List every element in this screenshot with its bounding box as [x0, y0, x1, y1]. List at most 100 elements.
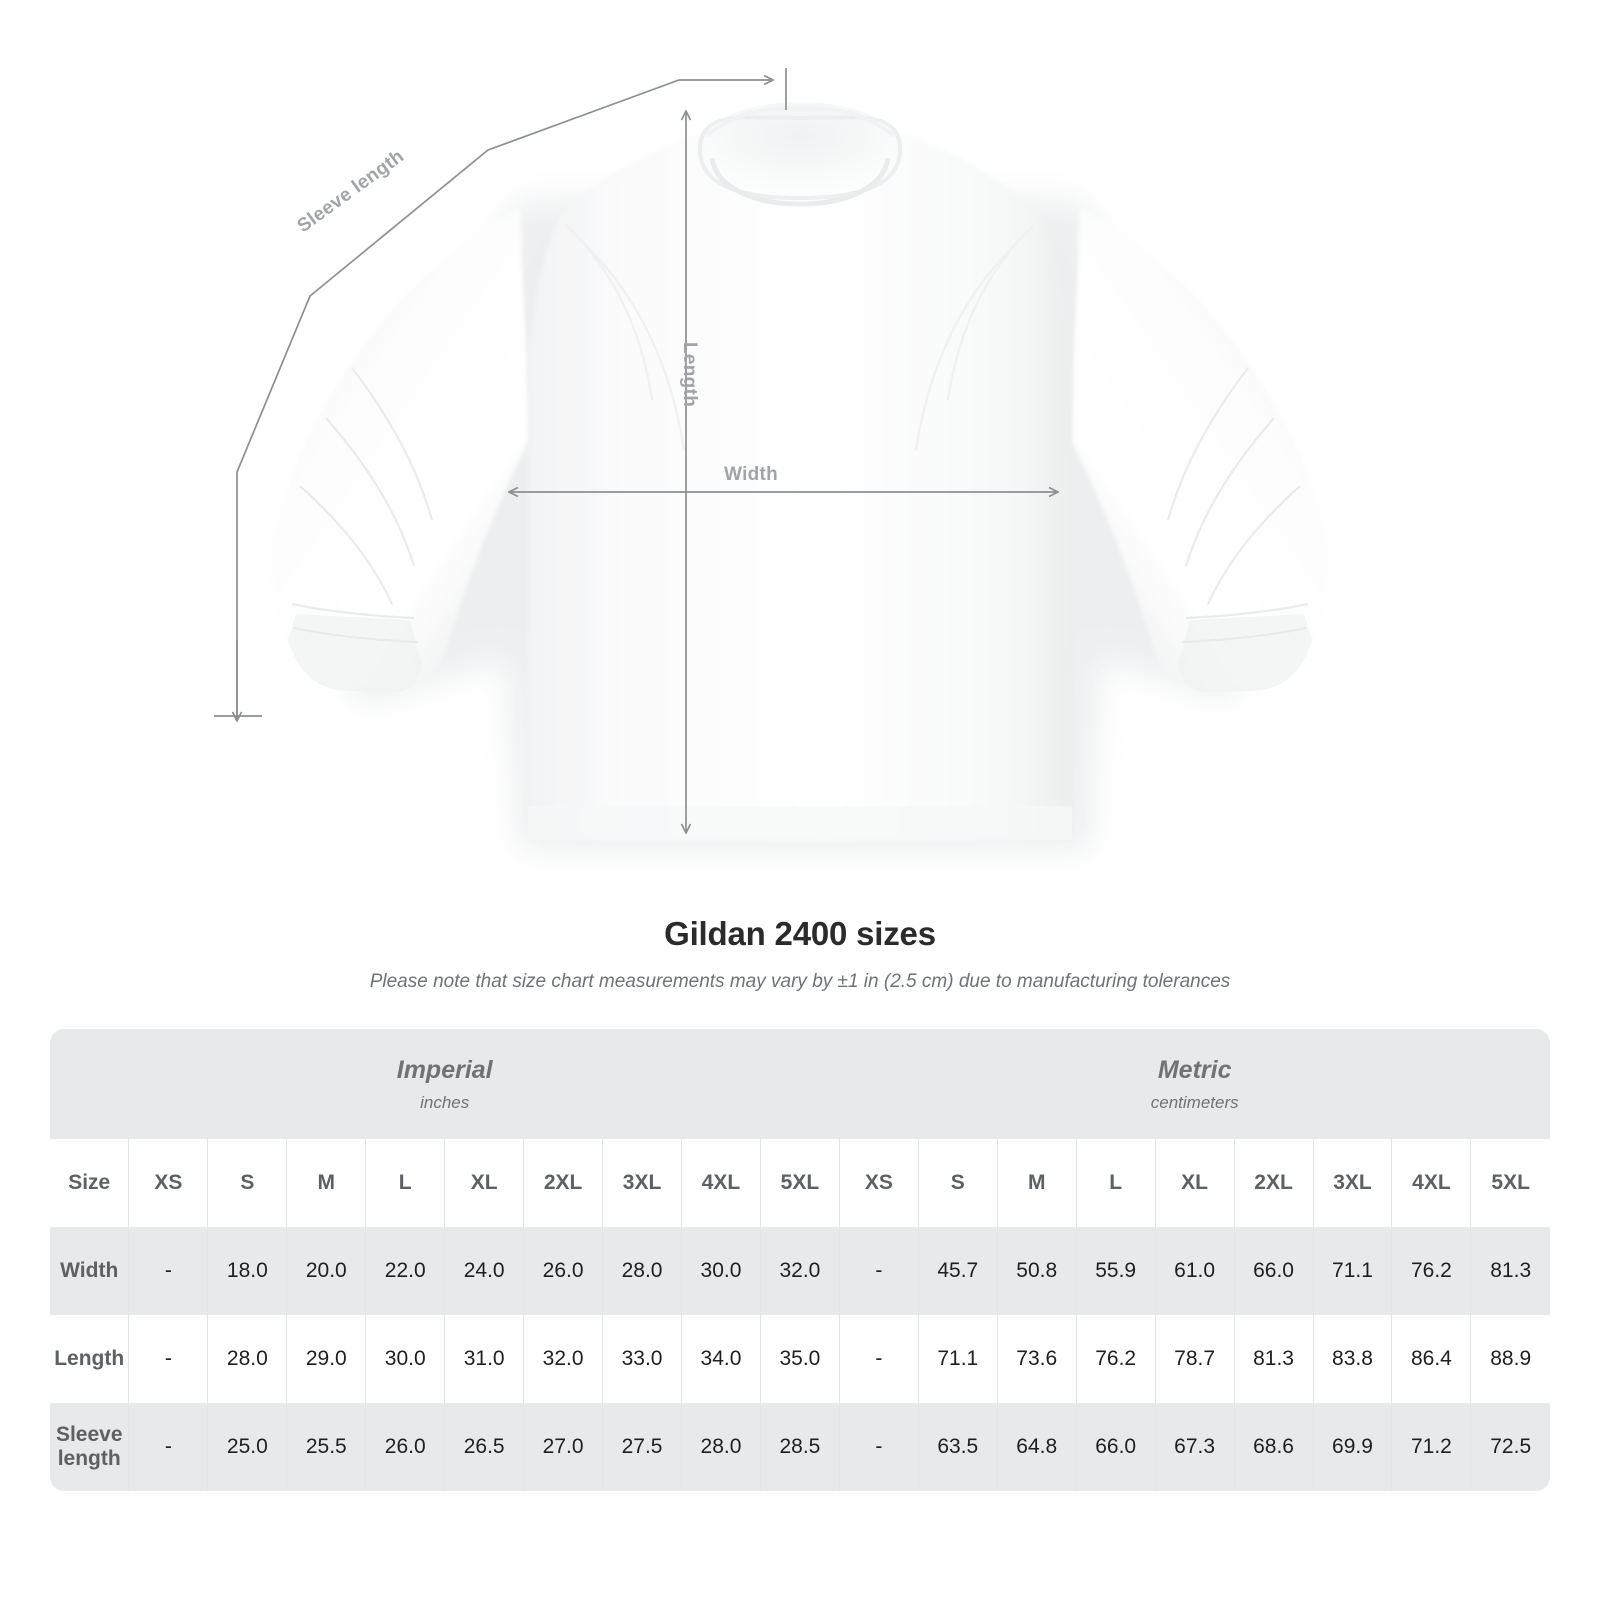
row-header-length: Length: [50, 1315, 130, 1404]
row-header-width: Width: [50, 1227, 130, 1316]
cell-length-metric-5xl: 88.9: [1470, 1315, 1550, 1404]
cell-size-header-imperial-xl: XL: [444, 1139, 525, 1228]
unit-cell-imperial: Imperial inches: [50, 1029, 840, 1140]
size-chart-table: Imperial inches Metric centimeters Size X…: [50, 1029, 1550, 1492]
cell-width-metric-s: 45.7: [917, 1227, 998, 1316]
unit-sub-imperial: inches: [420, 1093, 470, 1113]
cell-sleeve-length-imperial-xs: -: [128, 1403, 209, 1492]
cell-width-imperial-5xl: 32.0: [759, 1227, 840, 1316]
cell-length-imperial-4xl: 34.0: [681, 1315, 761, 1404]
right-sleeve: [1070, 210, 1331, 690]
size-table: Imperial inches Metric centimeters Size X…: [50, 1029, 1550, 1492]
cell-sleeve-length-metric-m: 64.8: [996, 1403, 1077, 1492]
cell-sleeve-length-metric-5xl: 72.5: [1470, 1403, 1550, 1492]
cell-sleeve-length-metric-xs: -: [838, 1403, 919, 1492]
unit-sub-metric: centimeters: [1150, 1093, 1239, 1113]
cell-width-imperial-m: 20.0: [286, 1227, 367, 1316]
unit-cell-metric: Metric centimeters: [839, 1029, 1550, 1140]
cell-size-header-imperial-m: M: [286, 1139, 367, 1228]
cell-width-metric-xl: 61.0: [1154, 1227, 1235, 1316]
row-header-sleeve-length: Sleeve length: [50, 1403, 130, 1492]
cell-size-header-imperial-4xl: 4XL: [681, 1139, 761, 1228]
cell-width-imperial-4xl: 30.0: [681, 1227, 761, 1316]
cell-size-header-metric-2xl: 2XL: [1233, 1139, 1314, 1228]
cell-width-imperial-xs: -: [128, 1227, 209, 1316]
cell-size-header-metric-l: L: [1075, 1139, 1156, 1228]
garment-diagram: Sleeve length Length Width: [214, 68, 1600, 900]
cell-width-imperial-s: 18.0: [207, 1227, 288, 1316]
cell-length-imperial-3xl: 33.0: [602, 1315, 682, 1404]
size-table-body: Size XS S M L XL 2XL 3XL 4XL 5XL XS S M L XL 2XL 3XL 4XL 5…: [50, 1139, 1550, 1492]
tolerance-note: Please note that size chart measurements…: [369, 971, 1231, 992]
cell-size-header-imperial-s: S: [207, 1139, 288, 1228]
cell-width-metric-m: 50.8: [996, 1227, 1077, 1316]
page-title: Gildan 2400 sizes: [664, 915, 936, 952]
cell-width-imperial-3xl: 28.0: [602, 1227, 682, 1316]
cell-sleeve-length-imperial-m: 25.5: [286, 1403, 367, 1492]
cell-size-header-metric-4xl: 4XL: [1391, 1139, 1472, 1228]
cell-size-header-metric-s: S: [917, 1139, 998, 1228]
unit-name-metric: Metric: [1157, 1056, 1232, 1084]
cell-sleeve-length-imperial-l: 26.0: [365, 1403, 446, 1492]
cell-length-imperial-5xl: 35.0: [759, 1315, 840, 1404]
cell-width-imperial-2xl: 26.0: [523, 1227, 604, 1316]
cell-size-header-metric-3xl: 3XL: [1312, 1139, 1393, 1228]
cell-size-header-metric-xs: XS: [838, 1139, 919, 1228]
cell-sleeve-length-metric-s: 63.5: [917, 1403, 998, 1492]
cell-length-imperial-xl: 31.0: [444, 1315, 525, 1404]
table-row: Length -28.0 29.0 30.0 31.0 32.0 33.0 34.0 35.0-…: [50, 1315, 1550, 1404]
cell-length-imperial-2xl: 32.0: [523, 1315, 604, 1404]
cell-width-metric-5xl: 81.3: [1470, 1227, 1550, 1316]
cell-sleeve-length-imperial-xl: 26.5: [444, 1403, 525, 1492]
cell-length-metric-xl: 78.7: [1154, 1315, 1235, 1404]
cell-width-metric-xs: -: [838, 1227, 919, 1316]
left-sleeve: [269, 210, 530, 690]
cell-length-imperial-l: 30.0: [365, 1315, 446, 1404]
cell-size-header-imperial-l: L: [365, 1139, 446, 1228]
cell-width-metric-3xl: 71.1: [1312, 1227, 1393, 1316]
cell-sleeve-length-metric-xl: 67.3: [1154, 1403, 1235, 1492]
cell-width-metric-2xl: 66.0: [1233, 1227, 1314, 1316]
cell-length-metric-xs: -: [838, 1315, 919, 1404]
cell-width-imperial-xl: 24.0: [444, 1227, 525, 1316]
cell-length-metric-2xl: 81.3: [1233, 1315, 1314, 1404]
cell-sleeve-length-metric-3xl: 69.9: [1312, 1403, 1393, 1492]
cell-size-header-metric-5xl: 5XL: [1470, 1139, 1550, 1228]
cell-sleeve-length-metric-l: 66.0: [1075, 1403, 1156, 1492]
cell-size-header-imperial-3xl: 3XL: [602, 1139, 682, 1228]
measurement-overlay: [214, 68, 1600, 900]
cell-size-header-imperial-xs: XS: [128, 1139, 209, 1228]
cell-size-header-imperial-2xl: 2XL: [523, 1139, 604, 1228]
table-row: Width -18.0 20.0 22.0 24.0 26.0 28.0 30.0 32.0-4…: [50, 1227, 1550, 1316]
cell-size-header-metric-xl: XL: [1154, 1139, 1235, 1228]
cell-length-metric-4xl: 86.4: [1391, 1315, 1472, 1404]
cell-width-imperial-l: 22.0: [365, 1227, 446, 1316]
cell-sleeve-length-imperial-3xl: 27.5: [602, 1403, 682, 1492]
cell-length-imperial-s: 28.0: [207, 1315, 288, 1404]
row-header-size-header: Size: [50, 1139, 130, 1228]
unit-header-row: Imperial inches Metric centimeters: [50, 1029, 1550, 1140]
cell-length-metric-s: 71.1: [917, 1315, 998, 1404]
cell-sleeve-length-imperial-s: 25.0: [207, 1403, 288, 1492]
table-row: Sleeve length -25.0 25.5 26.0 26.5 27.0 27.5 28…: [50, 1403, 1550, 1492]
cell-length-metric-l: 76.2: [1075, 1315, 1156, 1404]
cell-length-metric-m: 73.6: [996, 1315, 1077, 1404]
cell-size-header-imperial-5xl: 5XL: [759, 1139, 840, 1228]
cell-length-imperial-xs: -: [128, 1315, 209, 1404]
cell-sleeve-length-imperial-4xl: 28.0: [681, 1403, 761, 1492]
cell-width-metric-4xl: 76.2: [1391, 1227, 1472, 1316]
cell-sleeve-length-metric-2xl: 68.6: [1233, 1403, 1314, 1492]
collar: [696, 102, 904, 198]
shirt-body: [528, 118, 1072, 840]
cell-sleeve-length-metric-4xl: 71.2: [1391, 1403, 1472, 1492]
tshirt-illustration: [269, 102, 1331, 850]
table-row: Size XS S M L XL 2XL 3XL 4XL 5XL XS S M L XL 2XL 3XL 4XL 5…: [50, 1139, 1550, 1228]
cell-length-imperial-m: 29.0: [286, 1315, 367, 1404]
cell-size-header-metric-m: M: [996, 1139, 1077, 1228]
length-label: Length: [679, 342, 700, 408]
cell-length-metric-3xl: 83.8: [1312, 1315, 1393, 1404]
cell-width-metric-l: 55.9: [1075, 1227, 1156, 1316]
cell-sleeve-length-imperial-2xl: 27.0: [523, 1403, 604, 1492]
width-label: Width: [724, 464, 779, 485]
unit-name-imperial: Imperial: [396, 1056, 493, 1084]
